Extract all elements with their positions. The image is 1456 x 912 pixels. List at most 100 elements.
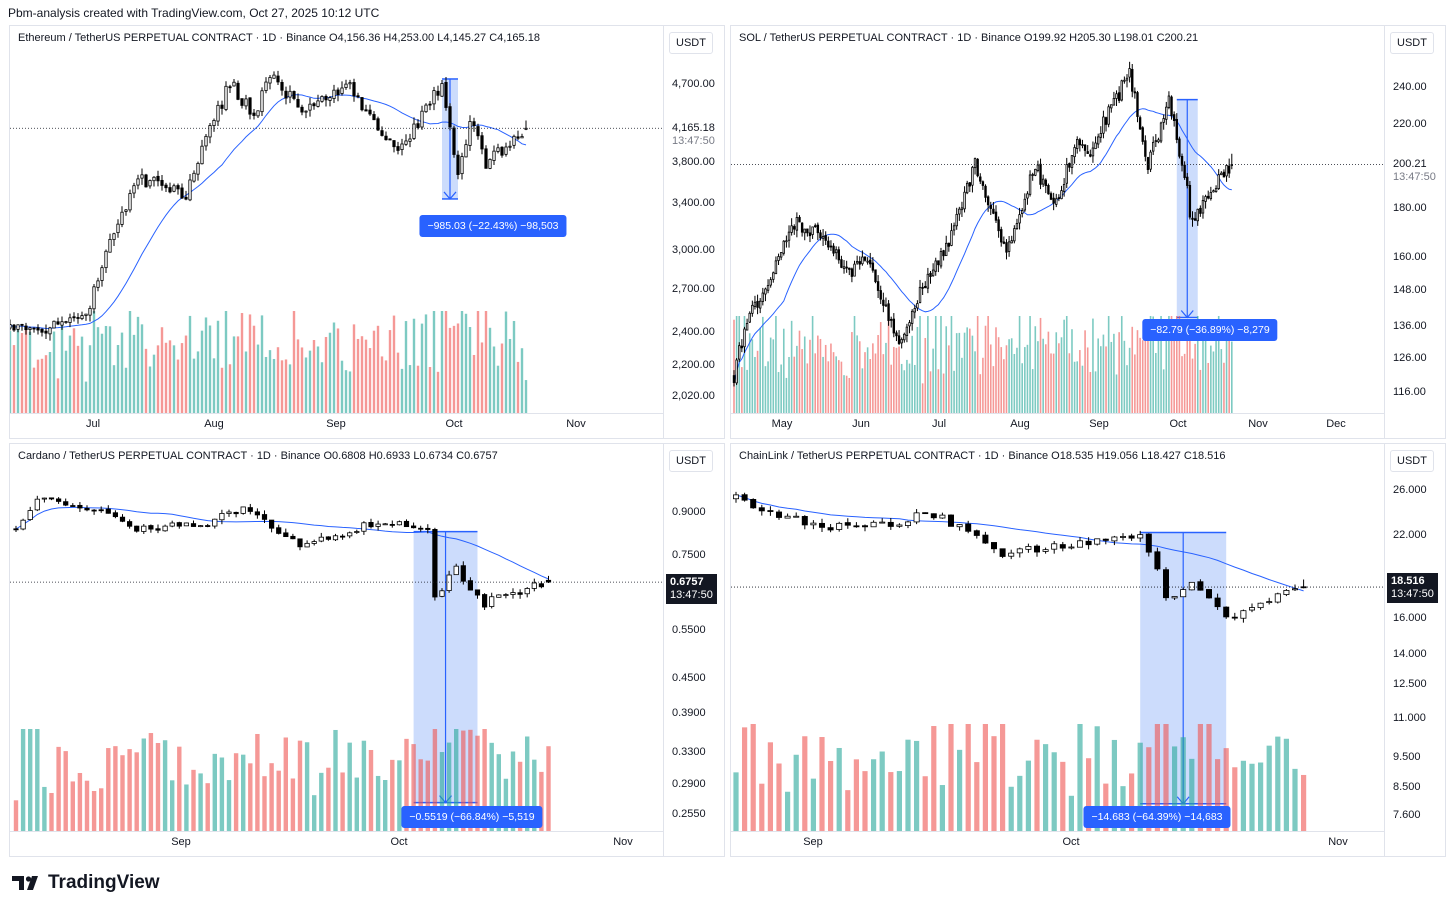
candle-body (908, 322, 911, 327)
volume-bar (974, 762, 980, 831)
currency-button[interactable]: USDT (669, 450, 713, 472)
candle-body (176, 522, 182, 527)
volume-bar (908, 363, 911, 413)
measure-label: −14.683 (−64.39%) −14,683 (1083, 806, 1231, 828)
candle-body (918, 286, 922, 303)
candle-body (392, 140, 396, 148)
candle-body (1154, 140, 1158, 143)
volume-bar (63, 751, 68, 831)
candle-body (895, 332, 898, 337)
volume-bar (1092, 318, 1094, 413)
volume-bar (929, 371, 932, 413)
candle-body (1000, 229, 1003, 243)
candle-body (1178, 138, 1181, 157)
volume-bar (1283, 738, 1289, 831)
candle-body (517, 592, 523, 595)
price-tick: 2,020.00 (672, 390, 715, 402)
candle-body (1123, 79, 1126, 82)
candle-body (474, 589, 481, 596)
tradingview-brand[interactable]: TradingView (12, 872, 160, 894)
volume-bar (352, 324, 356, 413)
candle-body (44, 330, 48, 334)
candle-body (48, 327, 52, 335)
volume-bar (376, 325, 380, 413)
volume-bar (1115, 374, 1118, 413)
candle-body (56, 321, 60, 325)
chart-panel-chainlink[interactable]: ChainLink / TetherUS PERPETUAL CONTRACT … (730, 443, 1446, 857)
candle-body (41, 497, 48, 500)
price-tick: 0.9000 (672, 506, 706, 518)
candle-body (444, 81, 448, 108)
candle-body (360, 97, 364, 111)
volume-bar (446, 742, 452, 831)
candle-body (420, 110, 424, 128)
chart-panel-ethereum[interactable]: Ethereum / TetherUS PERPETUAL CONTRACT ·… (9, 25, 725, 439)
candle-body (1086, 151, 1089, 154)
volume-bar (871, 759, 877, 831)
candle-body (1154, 551, 1161, 570)
candle-body (440, 83, 444, 97)
volume-bar (754, 356, 756, 413)
candle-body (100, 267, 104, 281)
candle-body (821, 236, 825, 239)
volume-bar (124, 367, 128, 413)
candle-body (1042, 549, 1049, 552)
candle-body (879, 290, 882, 300)
candle-body (848, 267, 851, 270)
candle-body (1170, 96, 1173, 117)
candle-body (226, 511, 232, 514)
volume-bar (503, 778, 509, 831)
candle-body (1157, 139, 1160, 143)
candle-body (741, 494, 748, 501)
candle-body (1110, 104, 1113, 109)
candle-body (40, 328, 44, 333)
volume-bar (828, 761, 834, 831)
volume-bar (240, 313, 244, 413)
volume-bar (853, 759, 859, 831)
currency-button[interactable]: USDT (669, 32, 713, 54)
volume-bar (396, 352, 400, 413)
time-tick: Jul (85, 418, 101, 430)
time-tick: Jul (931, 418, 947, 430)
candle-body (1119, 536, 1126, 538)
candle-body (160, 179, 164, 186)
candle-body (827, 527, 834, 531)
volume-bar (1215, 759, 1221, 831)
candle-body (467, 580, 474, 591)
volume-bar (269, 763, 274, 831)
currency-button[interactable]: USDT (1390, 32, 1434, 54)
candle-body (882, 299, 885, 306)
volume-bar (751, 339, 754, 413)
time-tick: Nov (1248, 418, 1268, 430)
candle-body (344, 83, 348, 88)
volume-bar (428, 367, 432, 413)
chart-panel-cardano[interactable]: Cardano / TetherUS PERPETUAL CONTRACT · … (9, 443, 725, 857)
volume-bar (224, 311, 228, 413)
chart-panel-sol[interactable]: SOL / TetherUS PERPETUAL CONTRACT · 1D ·… (730, 25, 1446, 439)
volume-bar (1107, 316, 1110, 413)
candle-body (1205, 589, 1212, 599)
candle-body (844, 522, 851, 526)
candle-body (1002, 241, 1006, 244)
currency-button[interactable]: USDT (1390, 450, 1434, 472)
candle-body (832, 245, 835, 254)
volume-bar (468, 729, 473, 831)
price-tick: 0.4500 (672, 672, 706, 684)
candle-body (910, 310, 914, 324)
volume-bar (733, 772, 739, 831)
volume-bar (969, 328, 971, 413)
candle-body (790, 225, 793, 233)
candle-body (1231, 616, 1238, 619)
candle-body (232, 81, 236, 87)
candle-body (340, 87, 344, 94)
volume-bar (851, 332, 853, 413)
candle-body (1073, 147, 1076, 158)
volume-bar (517, 761, 523, 831)
candle-body (324, 95, 328, 101)
candle-body (1049, 193, 1053, 200)
candle-body (1159, 122, 1163, 142)
volume-bar (191, 769, 196, 831)
candle-body (1274, 593, 1281, 603)
candle-body (1222, 171, 1226, 178)
candle-countdown: 13:47:50 (670, 589, 713, 601)
